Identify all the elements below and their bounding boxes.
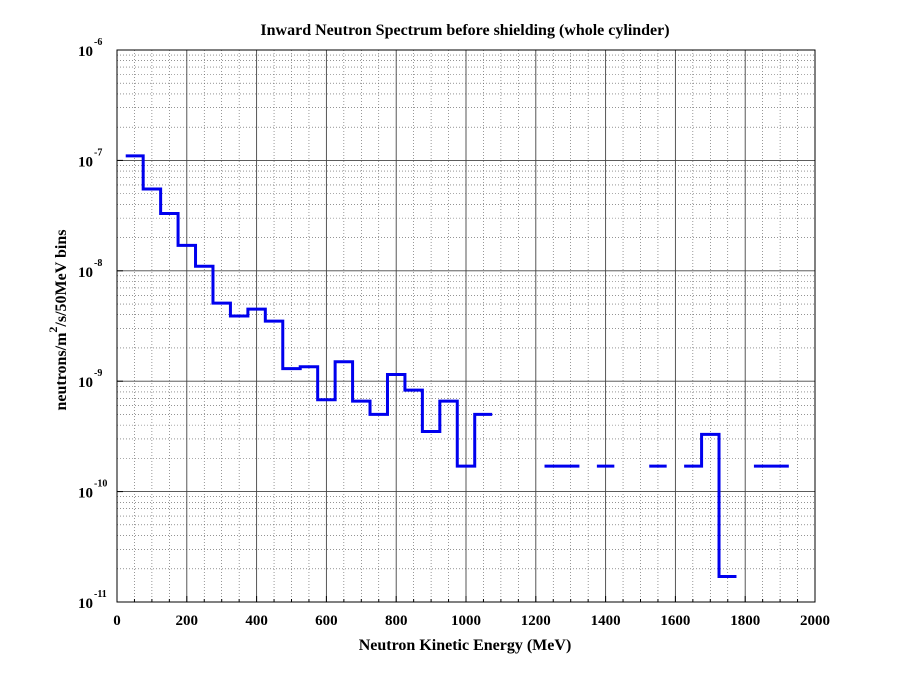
x-tick-label: 800	[385, 613, 408, 629]
y-tick-base: 10	[78, 596, 93, 612]
y-axis-label-suffix: /s/50MeV bins	[53, 230, 70, 328]
x-tick-label: 200	[176, 613, 199, 629]
x-tick-label: 1200	[521, 613, 551, 629]
y-tick-base: 10	[78, 375, 93, 391]
y-tick-base: 10	[78, 486, 93, 502]
x-axis-ticks: 0 200 400 600 800 1000 1200 1400 1600 1800 2000	[113, 596, 830, 629]
y-axis-label-prefix: neutrons/m	[53, 332, 70, 411]
y-axis-label-superscript: 2	[46, 327, 60, 333]
x-tick-label: 1400	[591, 613, 621, 629]
chart-title: Inward Neutron Spectrum before shielding…	[260, 22, 669, 39]
y-tick-exponent: -11	[94, 589, 107, 600]
y-tick-base: 10	[78, 154, 93, 170]
y-tick-label: 10	[78, 154, 93, 170]
series-line	[125, 154, 789, 579]
y-tick-exponent: -9	[94, 368, 102, 379]
x-tick-label: 2000	[800, 613, 830, 629]
major-gridlines	[117, 50, 815, 602]
y-tick-label: 10	[78, 486, 93, 502]
y-tick-exponent: -6	[94, 37, 102, 48]
y-axis-label: neutrons/m2/s/50MeV bins	[46, 230, 70, 411]
x-tick-label: 1000	[451, 613, 481, 629]
y-tick-label: 10	[78, 265, 93, 281]
series-group	[125, 154, 789, 579]
x-tick-label: 600	[315, 613, 338, 629]
y-tick-label: 10	[78, 375, 93, 391]
y-tick-exponent: -7	[94, 147, 102, 158]
y-tick-label: 10	[78, 44, 93, 60]
y-tick-base: 10	[78, 265, 93, 281]
y-tick-label: 10	[78, 596, 93, 612]
y-tick-exponent: -8	[94, 258, 102, 269]
y-tick-base: 10	[78, 44, 93, 60]
x-tick-label: 400	[245, 613, 268, 629]
x-tick-label: 0	[113, 613, 121, 629]
x-tick-label: 1600	[660, 613, 690, 629]
x-tick-label: 1800	[730, 613, 760, 629]
x-axis-label: Neutron Kinetic Energy (MeV)	[359, 637, 572, 654]
y-tick-exponent: -10	[94, 479, 107, 490]
